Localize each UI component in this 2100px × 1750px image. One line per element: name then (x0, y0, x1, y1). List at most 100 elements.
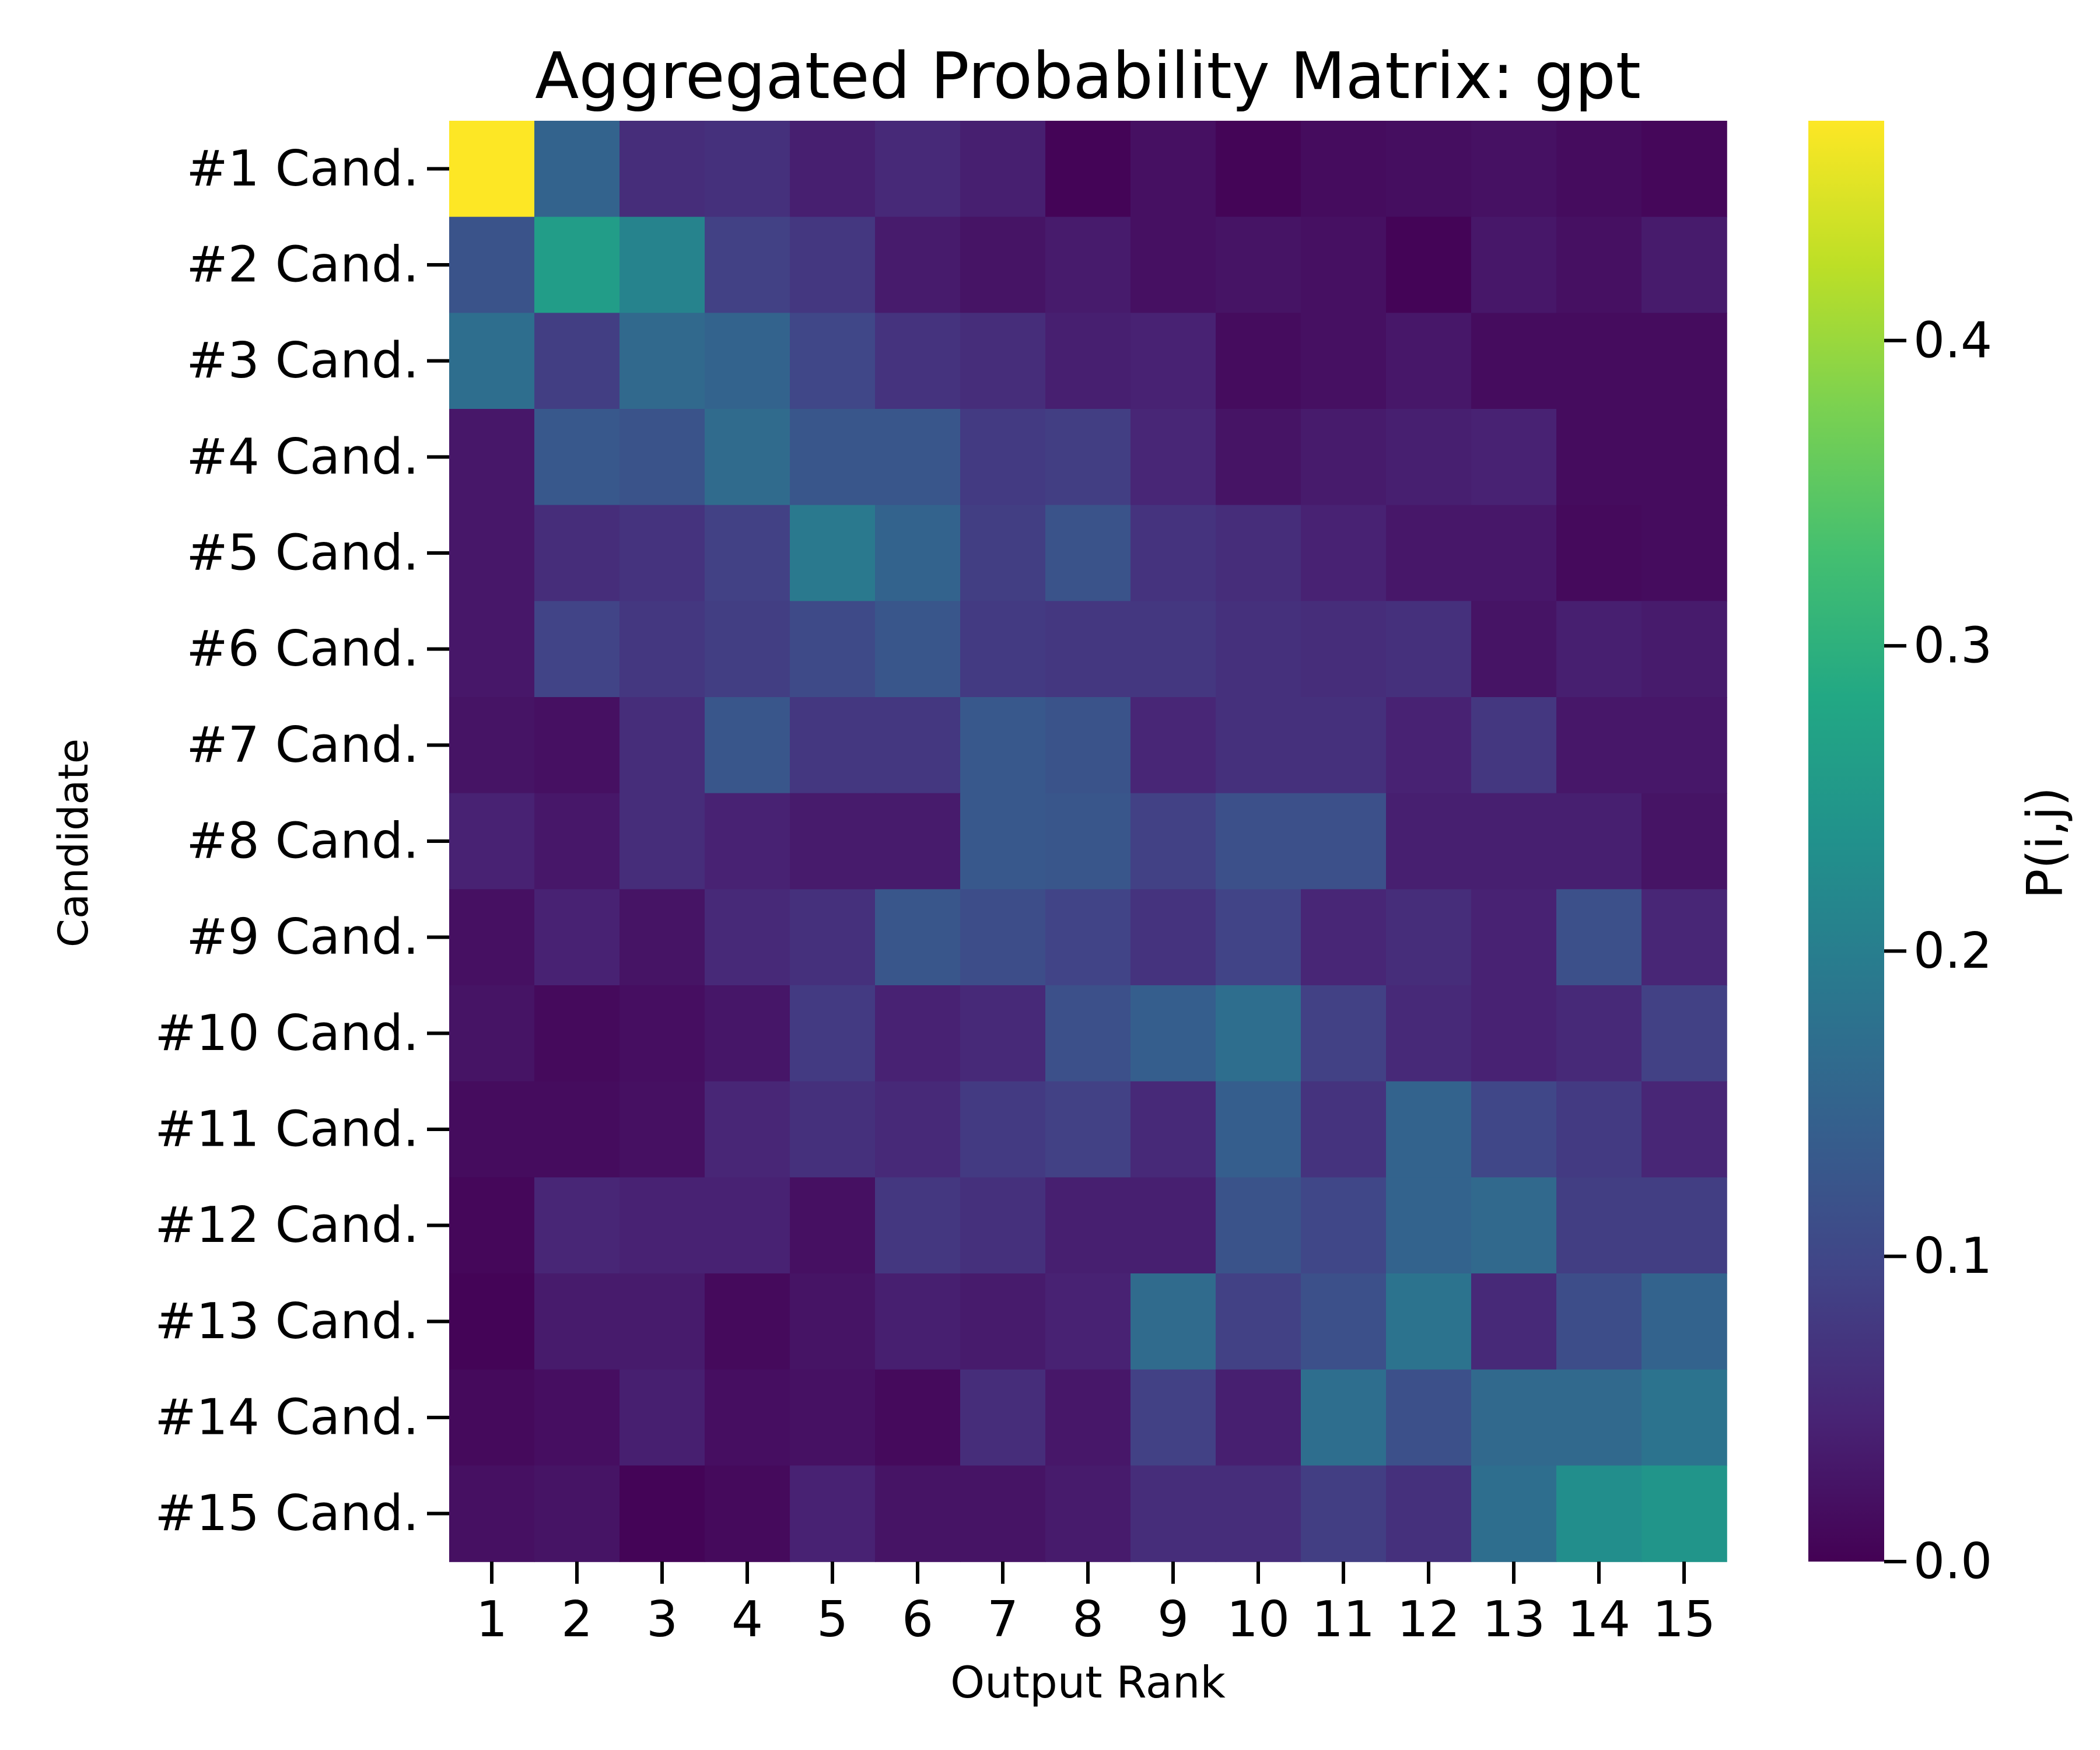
heatmap-cell (790, 313, 876, 410)
heatmap-cell (1642, 697, 1727, 794)
heatmap-cell (790, 121, 876, 218)
heatmap-cell (1301, 1081, 1387, 1178)
heatmap-cell (1216, 1081, 1301, 1178)
heatmap-cell (620, 985, 705, 1082)
heatmap-cell (1216, 121, 1301, 218)
y-tick-label: #7 Cand. (186, 716, 419, 774)
heatmap-cell (790, 1081, 876, 1178)
y-tick-label: #3 Cand. (186, 332, 419, 390)
heatmap-cell (790, 793, 876, 890)
heatmap-cell (875, 121, 961, 218)
y-tick-label: #12 Cand. (155, 1196, 419, 1254)
heatmap-cell (1130, 697, 1216, 794)
heatmap-cell (705, 505, 790, 602)
heatmap-cell (875, 313, 961, 410)
heatmap-cell (1556, 1177, 1642, 1274)
y-tick-label: #6 Cand. (186, 620, 419, 678)
y-tick-label: #9 Cand. (186, 908, 419, 966)
heatmap-cell (534, 1273, 620, 1370)
heatmap-cell (960, 409, 1046, 506)
x-tick-label: 5 (817, 1591, 848, 1648)
heatmap-cell (1130, 216, 1216, 314)
colorbar (1808, 121, 1884, 1562)
heatmap-cell (1301, 697, 1387, 794)
heatmap-cell (1045, 697, 1131, 794)
x-tick-label: 10 (1227, 1591, 1290, 1648)
y-axis-label: Candidate (50, 738, 97, 947)
heatmap-cell (1556, 601, 1642, 698)
heatmap-cell (620, 889, 705, 986)
heatmap-cell (790, 409, 876, 506)
heatmap-cell (790, 985, 876, 1082)
heatmap-cell (960, 1081, 1046, 1178)
heatmap-cell (1130, 1177, 1216, 1274)
heatmap-cell (534, 1465, 620, 1562)
heatmap-cell (620, 313, 705, 410)
heatmap-cell (1045, 1081, 1131, 1178)
heatmap-cell (790, 216, 876, 314)
heatmap-cell (620, 1465, 705, 1562)
heatmap-cell (620, 409, 705, 506)
x-tick-label: 8 (1072, 1591, 1104, 1648)
chart-title: Aggregated Probability Matrix: gpt (535, 38, 1641, 113)
heatmap-cell (1386, 1177, 1472, 1274)
heatmap-cell (1301, 889, 1387, 986)
heatmap-cell (1471, 985, 1557, 1082)
heatmap-cell (534, 409, 620, 506)
heatmap-cell (1642, 601, 1727, 698)
heatmap-cell (620, 1081, 705, 1178)
heatmap-cell (960, 505, 1046, 602)
heatmap-cell (705, 313, 790, 410)
heatmap-cell (1301, 313, 1387, 410)
y-tick-label: #11 Cand. (155, 1101, 419, 1158)
heatmap-cell (1216, 1465, 1301, 1562)
heatmap-cell (620, 505, 705, 602)
y-tick-label: #1 Cand. (186, 140, 419, 198)
heatmap-cell (449, 601, 535, 698)
heatmap-cell (1386, 409, 1472, 506)
x-tick-label: 11 (1312, 1591, 1375, 1648)
heatmap-cell (1045, 793, 1131, 890)
heatmap-cell (1301, 216, 1387, 314)
colorbar-tick-label: 0.2 (1913, 922, 1992, 980)
x-tick-label: 6 (902, 1591, 933, 1648)
heatmap-cell (705, 409, 790, 506)
heatmap-cell (705, 216, 790, 314)
colorbar-tick-label: 0.4 (1913, 312, 1992, 369)
heatmap-cell (449, 1465, 535, 1562)
heatmap-cell (1130, 889, 1216, 986)
heatmap-cell (1471, 1369, 1557, 1466)
heatmap-cell (875, 793, 961, 890)
heatmap-cell (1556, 313, 1642, 410)
x-tick-label: 2 (561, 1591, 593, 1648)
heatmap-cell (534, 889, 620, 986)
heatmap-cell (1471, 1177, 1557, 1274)
heatmap-cell (1556, 1081, 1642, 1178)
heatmap-cell (1556, 505, 1642, 602)
heatmap-cell (620, 1369, 705, 1466)
heatmap-cell (620, 793, 705, 890)
heatmap-cell (534, 313, 620, 410)
heatmap-cell (1045, 985, 1131, 1082)
colorbar-label: P(i,j) (2017, 787, 2074, 899)
heatmap-cell (1471, 1465, 1557, 1562)
heatmap-cell (960, 1369, 1046, 1466)
heatmap-cell (534, 793, 620, 890)
heatmap-cell (449, 1081, 535, 1178)
heatmap-cell (790, 601, 876, 698)
heatmap-cell (1556, 697, 1642, 794)
heatmap-cell (790, 1273, 876, 1370)
x-tick-label: 14 (1567, 1591, 1630, 1648)
heatmap-cell (1386, 1081, 1472, 1178)
heatmap-cell (1130, 985, 1216, 1082)
heatmap-cell (1301, 505, 1387, 602)
y-tick-label: #5 Cand. (186, 524, 419, 582)
heatmap-cell (875, 985, 961, 1082)
heatmap-cell (1642, 1273, 1727, 1370)
x-tick-label: 9 (1157, 1591, 1189, 1648)
y-tick-label: #13 Cand. (155, 1293, 419, 1350)
heatmap-cell (1045, 313, 1131, 410)
heatmap-cell (1556, 889, 1642, 986)
heatmap-cell (705, 697, 790, 794)
